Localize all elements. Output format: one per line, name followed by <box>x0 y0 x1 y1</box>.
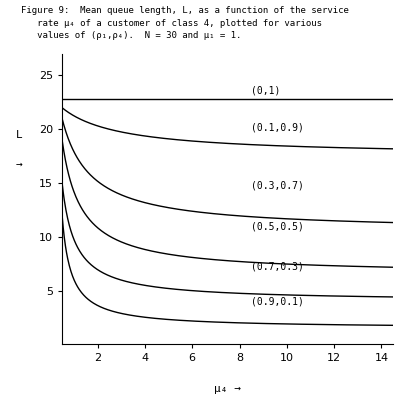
Text: (0.9,0.1): (0.9,0.1) <box>251 296 304 306</box>
Text: Figure 9:  Mean queue length, L, as a function of the service: Figure 9: Mean queue length, L, as a fun… <box>21 6 348 15</box>
Text: L: L <box>16 130 22 140</box>
Text: values of (ρ₁,ρ₄).  N = 30 and μ₁ = 1.: values of (ρ₁,ρ₄). N = 30 and μ₁ = 1. <box>21 31 240 40</box>
Text: (0.7,0.3): (0.7,0.3) <box>251 262 304 272</box>
Text: (0.5,0.5): (0.5,0.5) <box>251 221 304 231</box>
Text: →: → <box>16 159 22 169</box>
Text: (0.1,0.9): (0.1,0.9) <box>251 122 304 132</box>
Text: μ₄ →: μ₄ → <box>214 384 241 394</box>
Text: rate μ₄ of a customer of class 4, plotted for various: rate μ₄ of a customer of class 4, plotte… <box>21 19 321 28</box>
Text: (0.3,0.7): (0.3,0.7) <box>251 180 304 190</box>
Text: (0,1): (0,1) <box>251 85 280 95</box>
